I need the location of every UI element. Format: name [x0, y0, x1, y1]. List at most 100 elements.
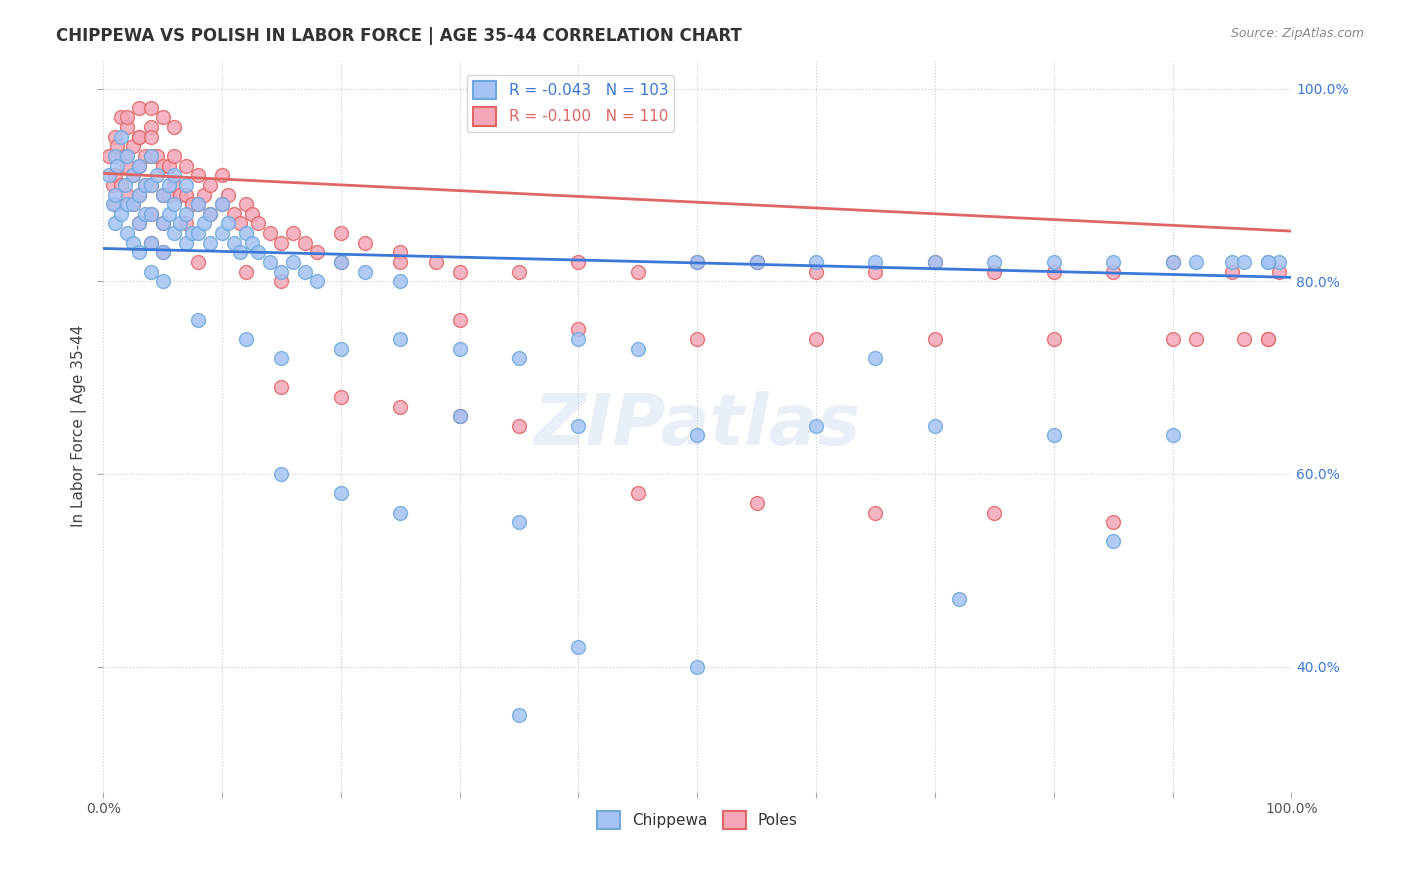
Point [270, 274, 292, 288]
Point [508, 418, 530, 433]
Text: CHIPPEWA VS POLISH IN LABOR FORCE | AGE 35-44 CORRELATION CHART: CHIPPEWA VS POLISH IN LABOR FORCE | AGE … [56, 27, 742, 45]
Point [139, 235, 162, 250]
Point [193, 216, 215, 230]
Point [983, 255, 1005, 269]
Point [389, 400, 412, 414]
Point [1042, 428, 1064, 442]
Point [187, 197, 209, 211]
Point [567, 640, 589, 655]
Point [122, 235, 145, 250]
Point [104, 129, 127, 144]
Point [329, 486, 352, 500]
Point [176, 187, 198, 202]
Point [139, 178, 162, 192]
Point [1161, 255, 1184, 269]
Point [114, 178, 136, 192]
Point [128, 187, 150, 202]
Point [389, 332, 412, 346]
Point [270, 467, 292, 481]
Point [804, 332, 827, 346]
Point [1102, 255, 1125, 269]
Point [329, 390, 352, 404]
Point [139, 129, 162, 144]
Point [193, 187, 215, 202]
Point [229, 245, 252, 260]
Point [270, 235, 292, 250]
Point [329, 255, 352, 269]
Point [983, 506, 1005, 520]
Point [176, 159, 198, 173]
Point [948, 592, 970, 607]
Point [686, 255, 709, 269]
Point [198, 207, 221, 221]
Point [804, 255, 827, 269]
Point [176, 216, 198, 230]
Point [865, 264, 887, 278]
Point [259, 226, 281, 240]
Y-axis label: In Labor Force | Age 35-44: In Labor Force | Age 35-44 [72, 325, 87, 527]
Point [211, 197, 233, 211]
Point [128, 187, 150, 202]
Point [1257, 255, 1279, 269]
Point [128, 101, 150, 115]
Point [567, 322, 589, 336]
Point [270, 264, 292, 278]
Point [145, 149, 167, 163]
Point [104, 216, 127, 230]
Point [152, 245, 174, 260]
Point [307, 274, 329, 288]
Point [139, 149, 162, 163]
Point [353, 264, 375, 278]
Point [211, 226, 233, 240]
Point [198, 178, 221, 192]
Point [115, 197, 138, 211]
Legend: Chippewa, Poles: Chippewa, Poles [591, 805, 804, 836]
Point [627, 264, 650, 278]
Point [152, 187, 174, 202]
Point [115, 226, 138, 240]
Point [449, 264, 471, 278]
Point [110, 207, 132, 221]
Point [139, 207, 162, 221]
Point [865, 351, 887, 366]
Point [1102, 264, 1125, 278]
Text: ZIPatlas: ZIPatlas [534, 392, 860, 460]
Point [128, 245, 150, 260]
Point [865, 506, 887, 520]
Point [187, 197, 209, 211]
Point [163, 197, 186, 211]
Point [567, 255, 589, 269]
Point [157, 207, 180, 221]
Point [1268, 264, 1291, 278]
Point [222, 207, 245, 221]
Point [217, 187, 239, 202]
Point [152, 216, 174, 230]
Point [211, 197, 233, 211]
Point [98, 168, 121, 182]
Point [924, 255, 946, 269]
Point [128, 159, 150, 173]
Point [198, 235, 221, 250]
Point [152, 111, 174, 125]
Point [1185, 255, 1208, 269]
Point [115, 149, 138, 163]
Point [139, 264, 162, 278]
Point [1042, 332, 1064, 346]
Point [163, 149, 186, 163]
Point [128, 216, 150, 230]
Point [924, 255, 946, 269]
Point [1161, 255, 1184, 269]
Point [1233, 332, 1256, 346]
Point [134, 149, 156, 163]
Point [449, 342, 471, 356]
Point [1233, 255, 1256, 269]
Point [128, 129, 150, 144]
Point [139, 235, 162, 250]
Point [1257, 332, 1279, 346]
Point [115, 159, 138, 173]
Point [128, 129, 150, 144]
Point [198, 207, 221, 221]
Point [329, 342, 352, 356]
Point [389, 274, 412, 288]
Point [181, 226, 204, 240]
